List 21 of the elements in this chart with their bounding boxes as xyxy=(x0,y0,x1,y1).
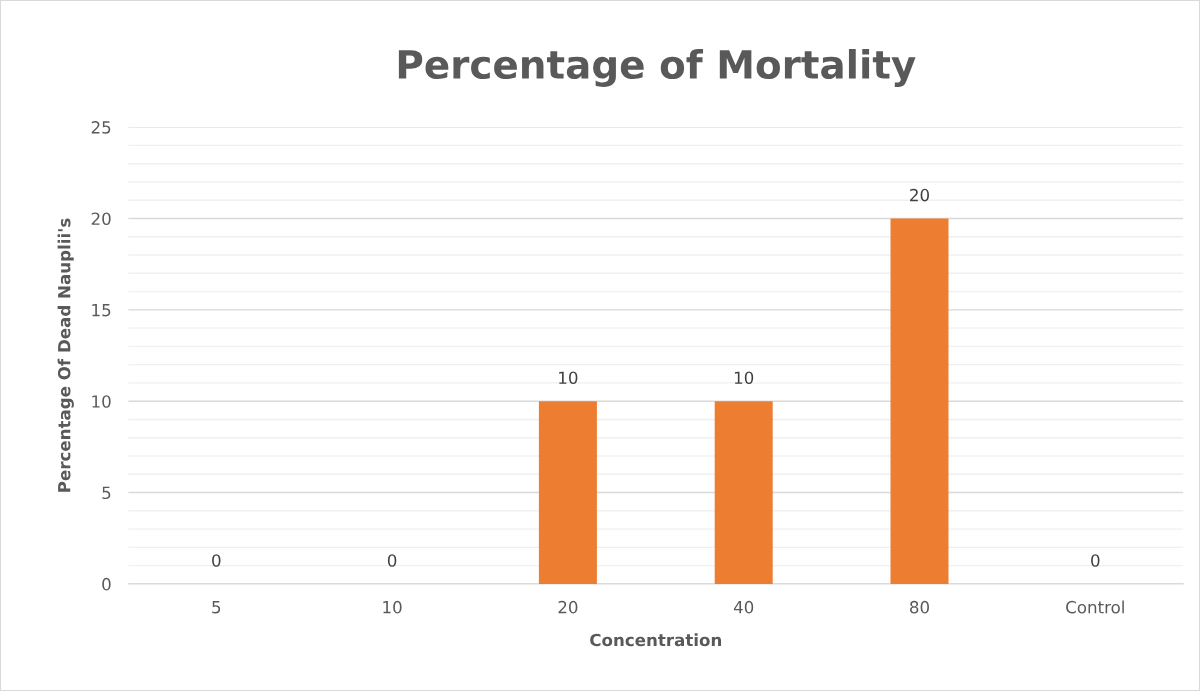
y-axis-title: Percentage Of Dead Nauplii's xyxy=(57,218,74,492)
data-label: 0 xyxy=(212,554,221,567)
y-tick-label: 5 xyxy=(102,486,111,500)
data-label: 10 xyxy=(734,371,754,385)
y-tick-label: 25 xyxy=(91,121,111,134)
x-tick-label: 5 xyxy=(212,601,221,614)
data-label: 20 xyxy=(910,188,929,202)
chart-title: Percentage of Mortality xyxy=(398,48,916,87)
y-tick-label: 0 xyxy=(102,577,111,591)
x-tick-label: 10 xyxy=(383,600,402,614)
y-tick-label: 15 xyxy=(92,304,111,317)
x-tick-label: 40 xyxy=(733,600,754,614)
x-tick-label: 80 xyxy=(910,600,929,614)
y-tick-label: 10 xyxy=(92,395,111,408)
x-axis-title: Concentration xyxy=(590,633,722,647)
x-tick-label: Control xyxy=(1066,600,1124,614)
data-label: 0 xyxy=(387,554,397,567)
y-tick-label: 20 xyxy=(91,212,111,226)
data-label: 10 xyxy=(559,371,578,385)
x-tick-label: 20 xyxy=(558,600,578,614)
data-label: 0 xyxy=(1091,554,1100,567)
